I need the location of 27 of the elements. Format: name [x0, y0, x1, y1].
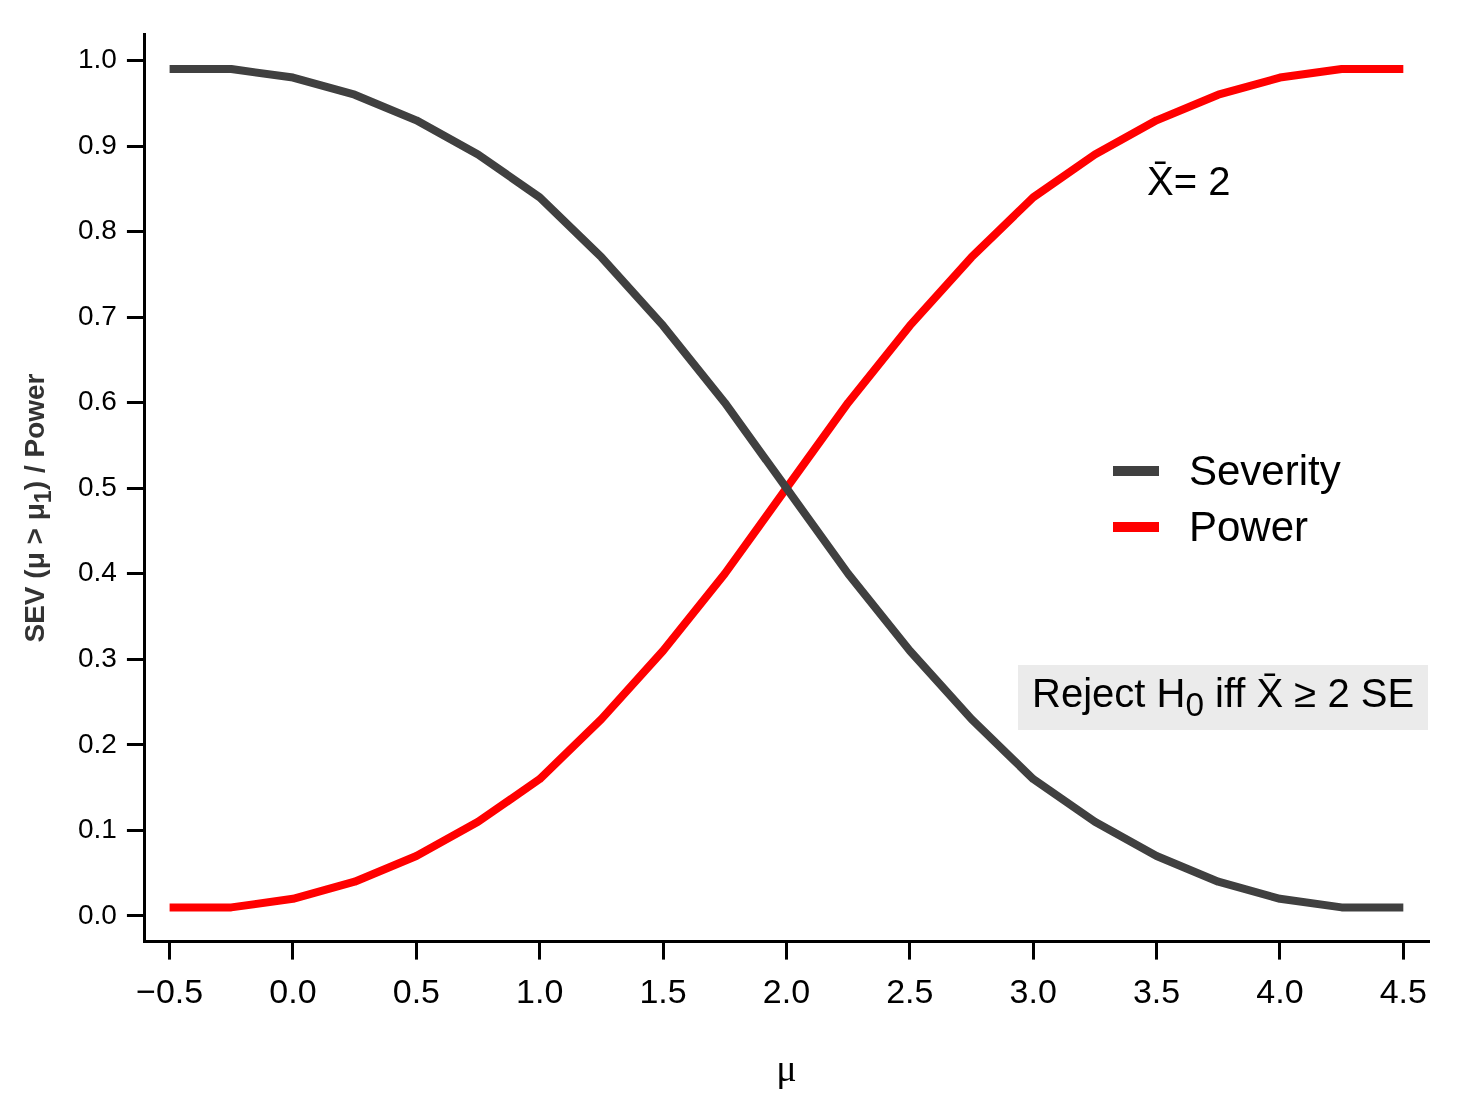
x-tick-label: 0.5 — [392, 972, 440, 1011]
x-tick-label: 2.0 — [762, 972, 811, 1011]
x-tick-label: −0.5 — [136, 972, 204, 1011]
x-tick-label: 3.5 — [1132, 972, 1181, 1011]
x-tick-label: 3.0 — [1009, 972, 1057, 1011]
x-tick-label: 0.0 — [269, 972, 317, 1011]
y-tick-label: 0.7 — [77, 299, 117, 331]
legend-label: Power — [1189, 502, 1309, 552]
y-tick-label: 1.0 — [77, 43, 117, 75]
legend-label: Severity — [1189, 446, 1341, 496]
y-tick-label: 0.6 — [77, 385, 117, 417]
annotation: Reject H$_{0}$ iff X̄ ≥ 2 SE — [1018, 665, 1429, 730]
y-tick-label: 0.1 — [77, 813, 117, 845]
y-tick-label: 0.9 — [77, 128, 117, 160]
y-tick-label: 0.2 — [77, 727, 117, 759]
y-tick-label: 0.5 — [77, 470, 117, 502]
y-tick-label: 0.4 — [77, 556, 117, 588]
x-tick-label: 2.5 — [886, 972, 934, 1011]
x-tick-label: 4.0 — [1256, 972, 1304, 1011]
annotation: X̄= 2 — [1146, 158, 1232, 205]
y-tick-label: 0.8 — [77, 214, 117, 246]
x-tick-label: 1.0 — [516, 972, 564, 1011]
x-tick-label: 1.5 — [639, 972, 687, 1011]
x-axis-title: μ — [776, 1047, 797, 1090]
x-tick-label: 4.5 — [1379, 972, 1427, 1011]
y-tick-label: 0.3 — [77, 642, 117, 674]
y-tick-label: 0.0 — [77, 898, 117, 930]
